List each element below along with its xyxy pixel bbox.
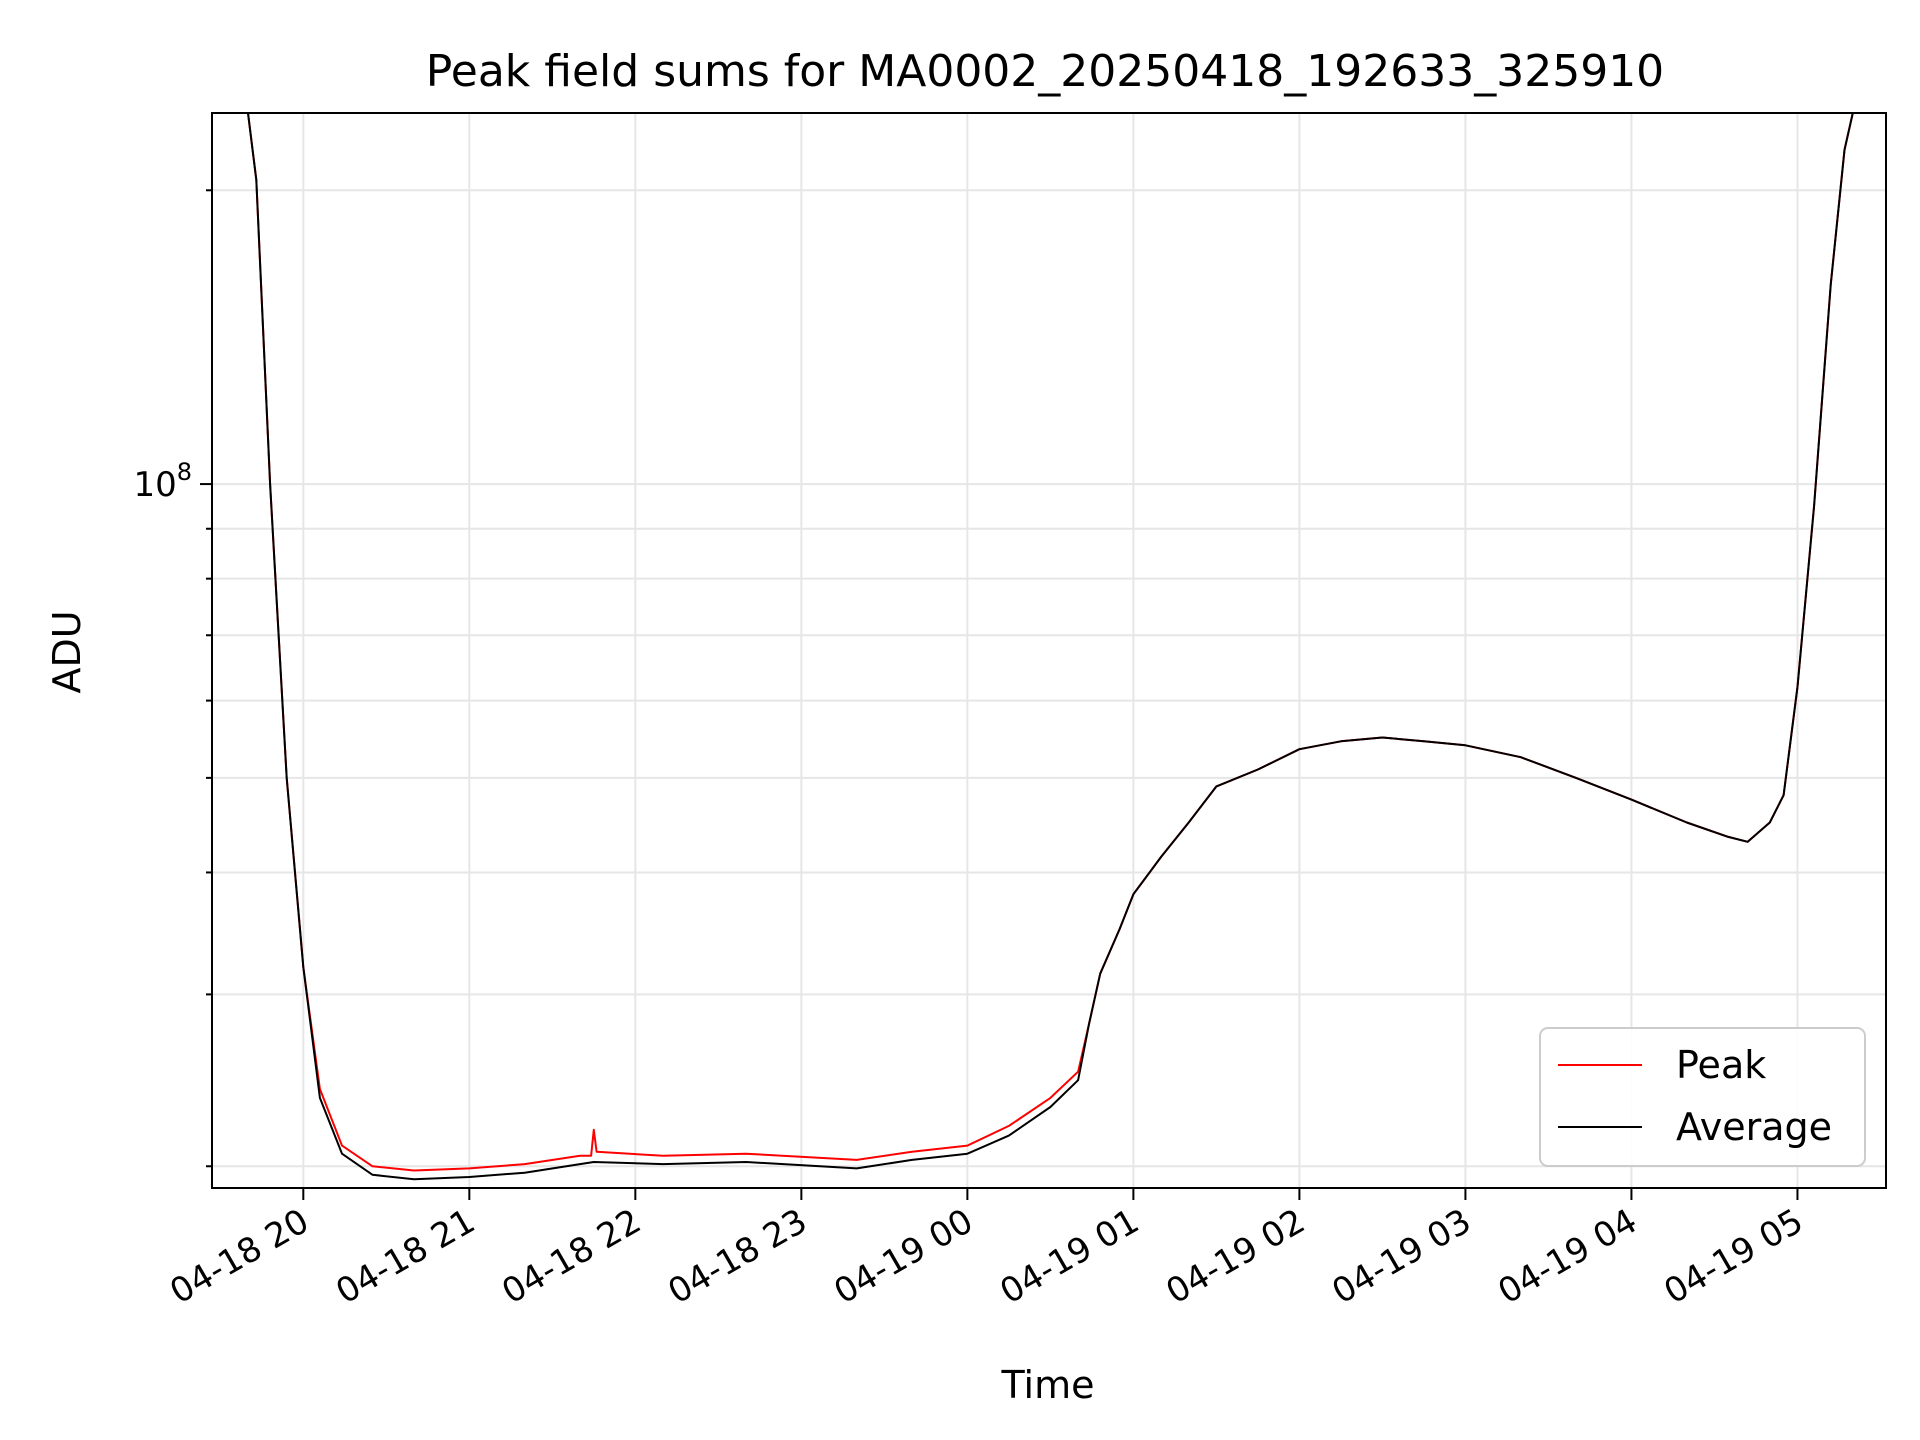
legend-label-peak: Peak	[1676, 1043, 1766, 1087]
x-tick-label: 04-19 05	[1658, 1201, 1810, 1312]
y-tick-label-exponent: 8	[177, 458, 192, 486]
x-tick-label: 04-19 04	[1492, 1201, 1644, 1312]
x-axis-label: Time	[1001, 1363, 1095, 1407]
chart-title: Peak field sums for MA0002_20250418_1926…	[426, 46, 1664, 97]
grid	[212, 113, 1886, 1188]
x-axis: 04-18 20 04-18 21 04-18 22 04-18 23 04-19 00…	[163, 1188, 1810, 1312]
y-axis-label: ADU	[45, 610, 89, 693]
y-tick-label: 108	[133, 458, 192, 505]
x-tick-label: 04-19 01	[993, 1201, 1145, 1312]
y-tick-label-base: 10	[133, 465, 176, 505]
series-layer	[212, 112, 1886, 1181]
legend: Peak Average	[1539, 1027, 1866, 1167]
x-tick-label: 04-18 23	[661, 1201, 813, 1312]
x-tick-label: 04-18 22	[495, 1201, 647, 1312]
x-tick-label: 04-18 21	[329, 1201, 481, 1312]
series-line-average	[212, 112, 1886, 1181]
x-tick-label: 04-19 03	[1326, 1201, 1478, 1312]
series-line-peak	[212, 112, 1886, 1172]
plot-frame	[211, 112, 1887, 1189]
legend-box	[1539, 1027, 1866, 1167]
x-tick-label: 04-18 20	[163, 1201, 315, 1312]
y-axis: 108	[133, 189, 212, 1168]
x-tick-label: 04-19 02	[1160, 1201, 1312, 1312]
x-tick-label: 04-19 00	[827, 1201, 979, 1312]
legend-label-average: Average	[1676, 1105, 1832, 1149]
